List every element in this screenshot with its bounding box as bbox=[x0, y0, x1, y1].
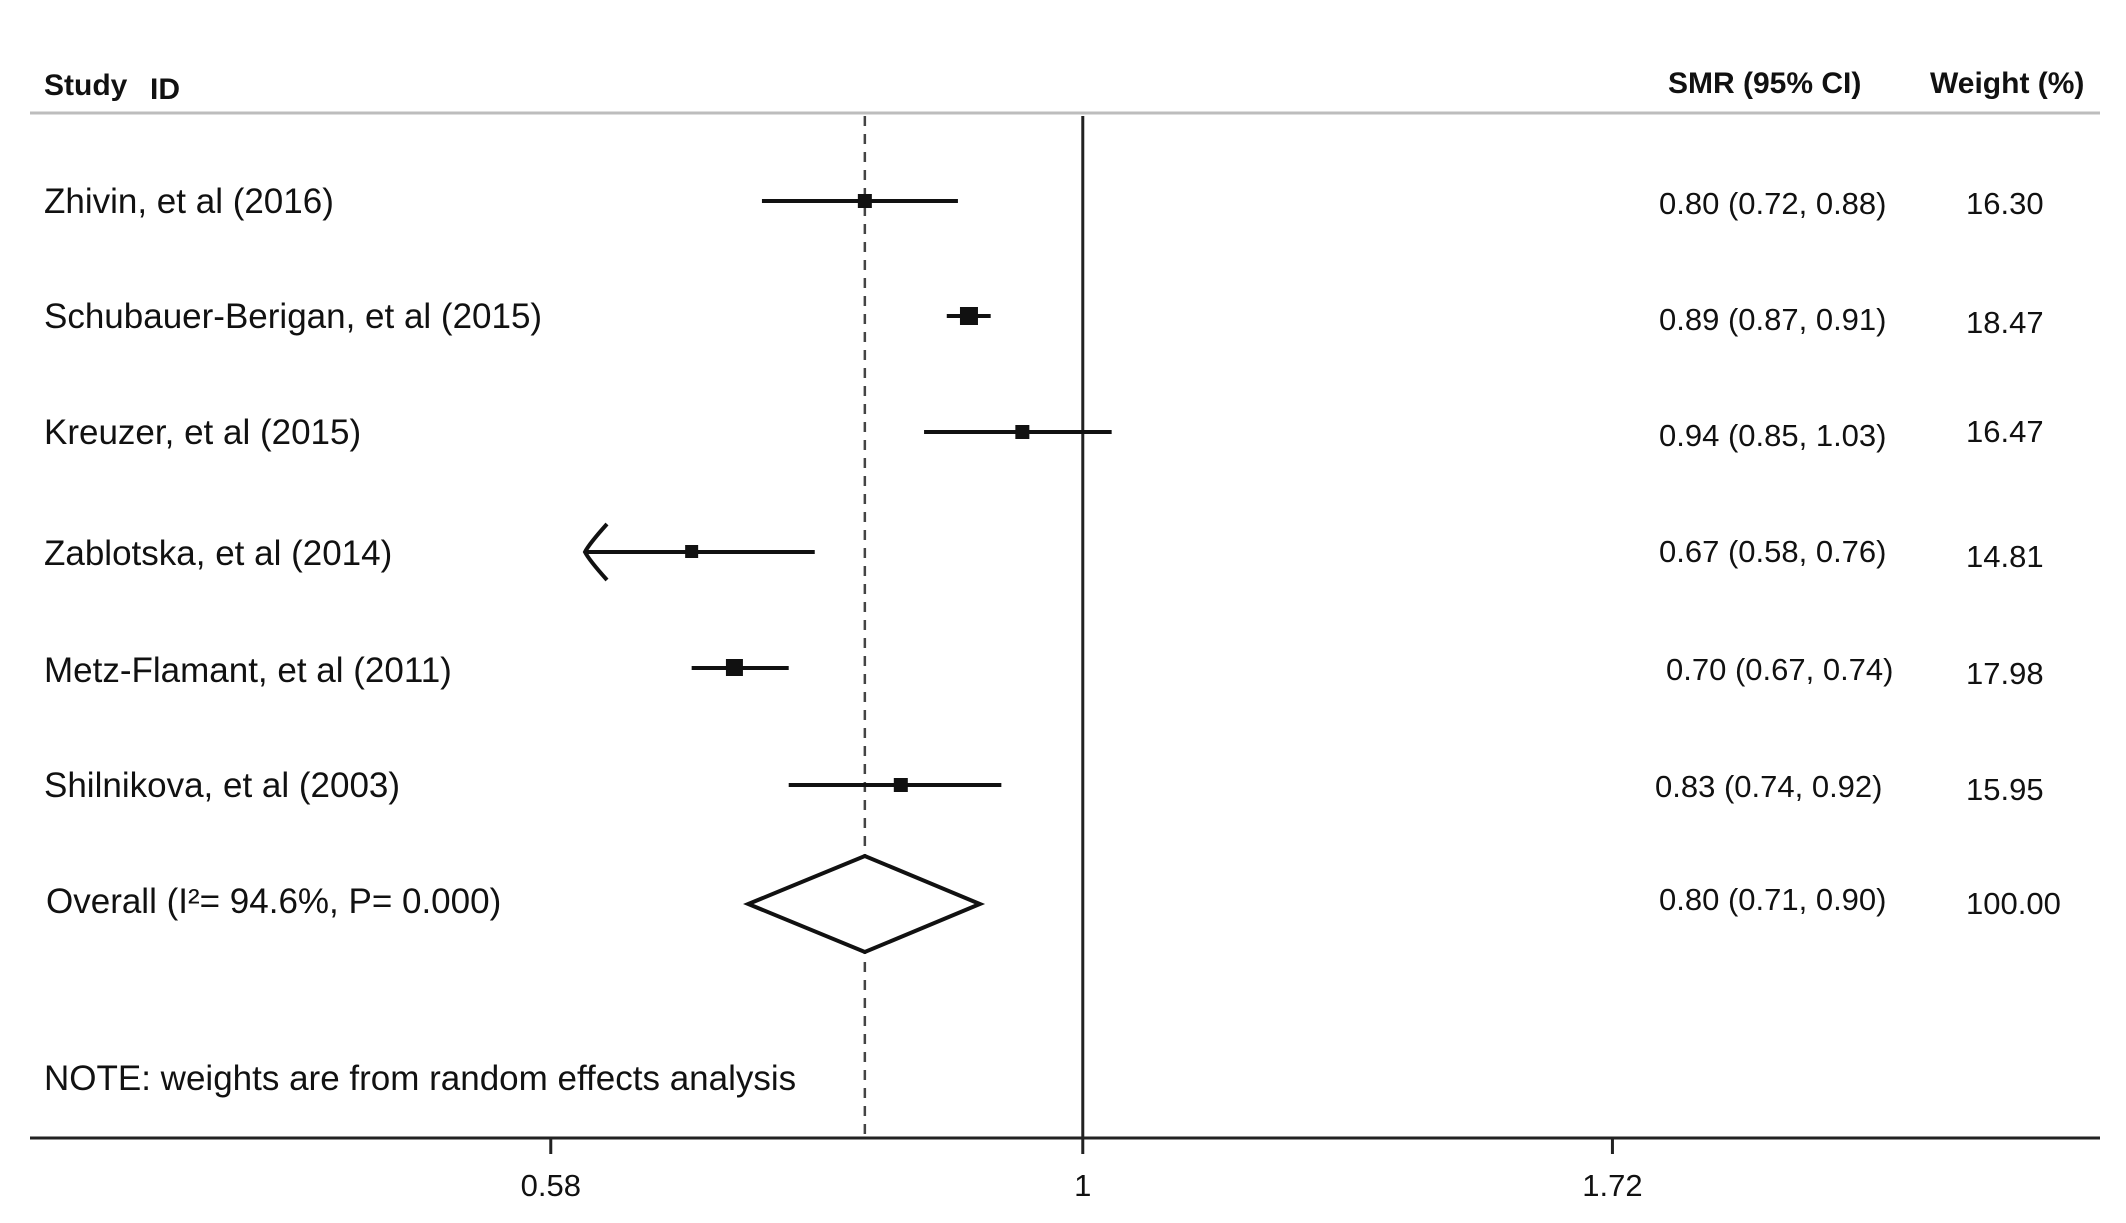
header-smr-ci: SMR (95% CI) bbox=[1668, 67, 1861, 100]
study-weight: 17.98 bbox=[1966, 656, 2044, 691]
study-weight: 15.95 bbox=[1966, 772, 2044, 807]
study-row: Zhivin, et al (2016) 0.80 (0.72, 0.88) 1… bbox=[44, 182, 2044, 221]
study-label: Zablotska, et al (2014) bbox=[44, 534, 392, 573]
header-weight: Weight (%) bbox=[1930, 67, 2084, 100]
x-tick-label: 0.58 bbox=[521, 1168, 581, 1203]
x-tick-label: 1.72 bbox=[1582, 1168, 1642, 1203]
study-smr-ci: 0.67 (0.58, 0.76) bbox=[1659, 534, 1887, 569]
study-smr-ci: 0.80 (0.72, 0.88) bbox=[1659, 186, 1887, 221]
point-estimate-marker bbox=[893, 778, 908, 792]
point-estimate-marker bbox=[1015, 425, 1030, 439]
study-label: Kreuzer, et al (2015) bbox=[44, 413, 361, 452]
overall-weight: 100.00 bbox=[1966, 886, 2061, 921]
study-row: Schubauer-Berigan, et al (2015) 0.89 (0.… bbox=[44, 297, 2044, 340]
study-smr-ci: 0.89 (0.87, 0.91) bbox=[1659, 302, 1887, 337]
point-estimate-marker bbox=[959, 307, 978, 325]
left-arrow-icon bbox=[582, 522, 609, 582]
study-row: Metz-Flamant, et al (2011) 0.70 (0.67, 0… bbox=[44, 651, 2044, 691]
overall-row: Overall (I²= 94.6%, P= 0.000) 0.80 (0.71… bbox=[46, 853, 2061, 955]
point-estimate-marker bbox=[857, 194, 872, 208]
analysis-note: NOTE: weights are from random effects an… bbox=[44, 1059, 796, 1098]
header-id: ID bbox=[150, 73, 180, 106]
overall-label: Overall (I²= 94.6%, P= 0.000) bbox=[46, 882, 501, 921]
point-estimate-marker bbox=[685, 545, 699, 558]
study-label: Schubauer-Berigan, et al (2015) bbox=[44, 297, 542, 336]
study-weight: 16.47 bbox=[1966, 414, 2044, 449]
x-axis-ticks: 0.58 1 1.72 bbox=[521, 1138, 1643, 1203]
study-weight: 14.81 bbox=[1966, 539, 2044, 574]
overall-smr-ci: 0.80 (0.71, 0.90) bbox=[1659, 882, 1887, 917]
study-row: Kreuzer, et al (2015) 0.94 (0.85, 1.03) … bbox=[44, 413, 2044, 453]
x-tick-label: 1 bbox=[1074, 1168, 1091, 1203]
study-rows: Zhivin, et al (2016) 0.80 (0.72, 0.88) 1… bbox=[44, 182, 2044, 807]
study-smr-ci: 0.83 (0.74, 0.92) bbox=[1655, 769, 1883, 804]
study-label: Shilnikova, et al (2003) bbox=[44, 766, 400, 805]
study-smr-ci: 0.94 (0.85, 1.03) bbox=[1659, 418, 1887, 453]
header-study: Study bbox=[44, 69, 128, 102]
study-label: Metz-Flamant, et al (2011) bbox=[44, 651, 452, 690]
study-weight: 16.30 bbox=[1966, 186, 2044, 221]
pooled-estimate-diamond bbox=[743, 853, 986, 955]
study-label: Zhivin, et al (2016) bbox=[44, 182, 334, 221]
study-row: Shilnikova, et al (2003) 0.83 (0.74, 0.9… bbox=[44, 766, 2044, 807]
point-estimate-marker bbox=[725, 659, 743, 676]
study-row: Zablotska, et al (2014) 0.67 (0.58, 0.76… bbox=[44, 522, 2044, 582]
study-smr-ci: 0.70 (0.67, 0.74) bbox=[1666, 652, 1894, 687]
study-weight: 18.47 bbox=[1966, 305, 2044, 340]
